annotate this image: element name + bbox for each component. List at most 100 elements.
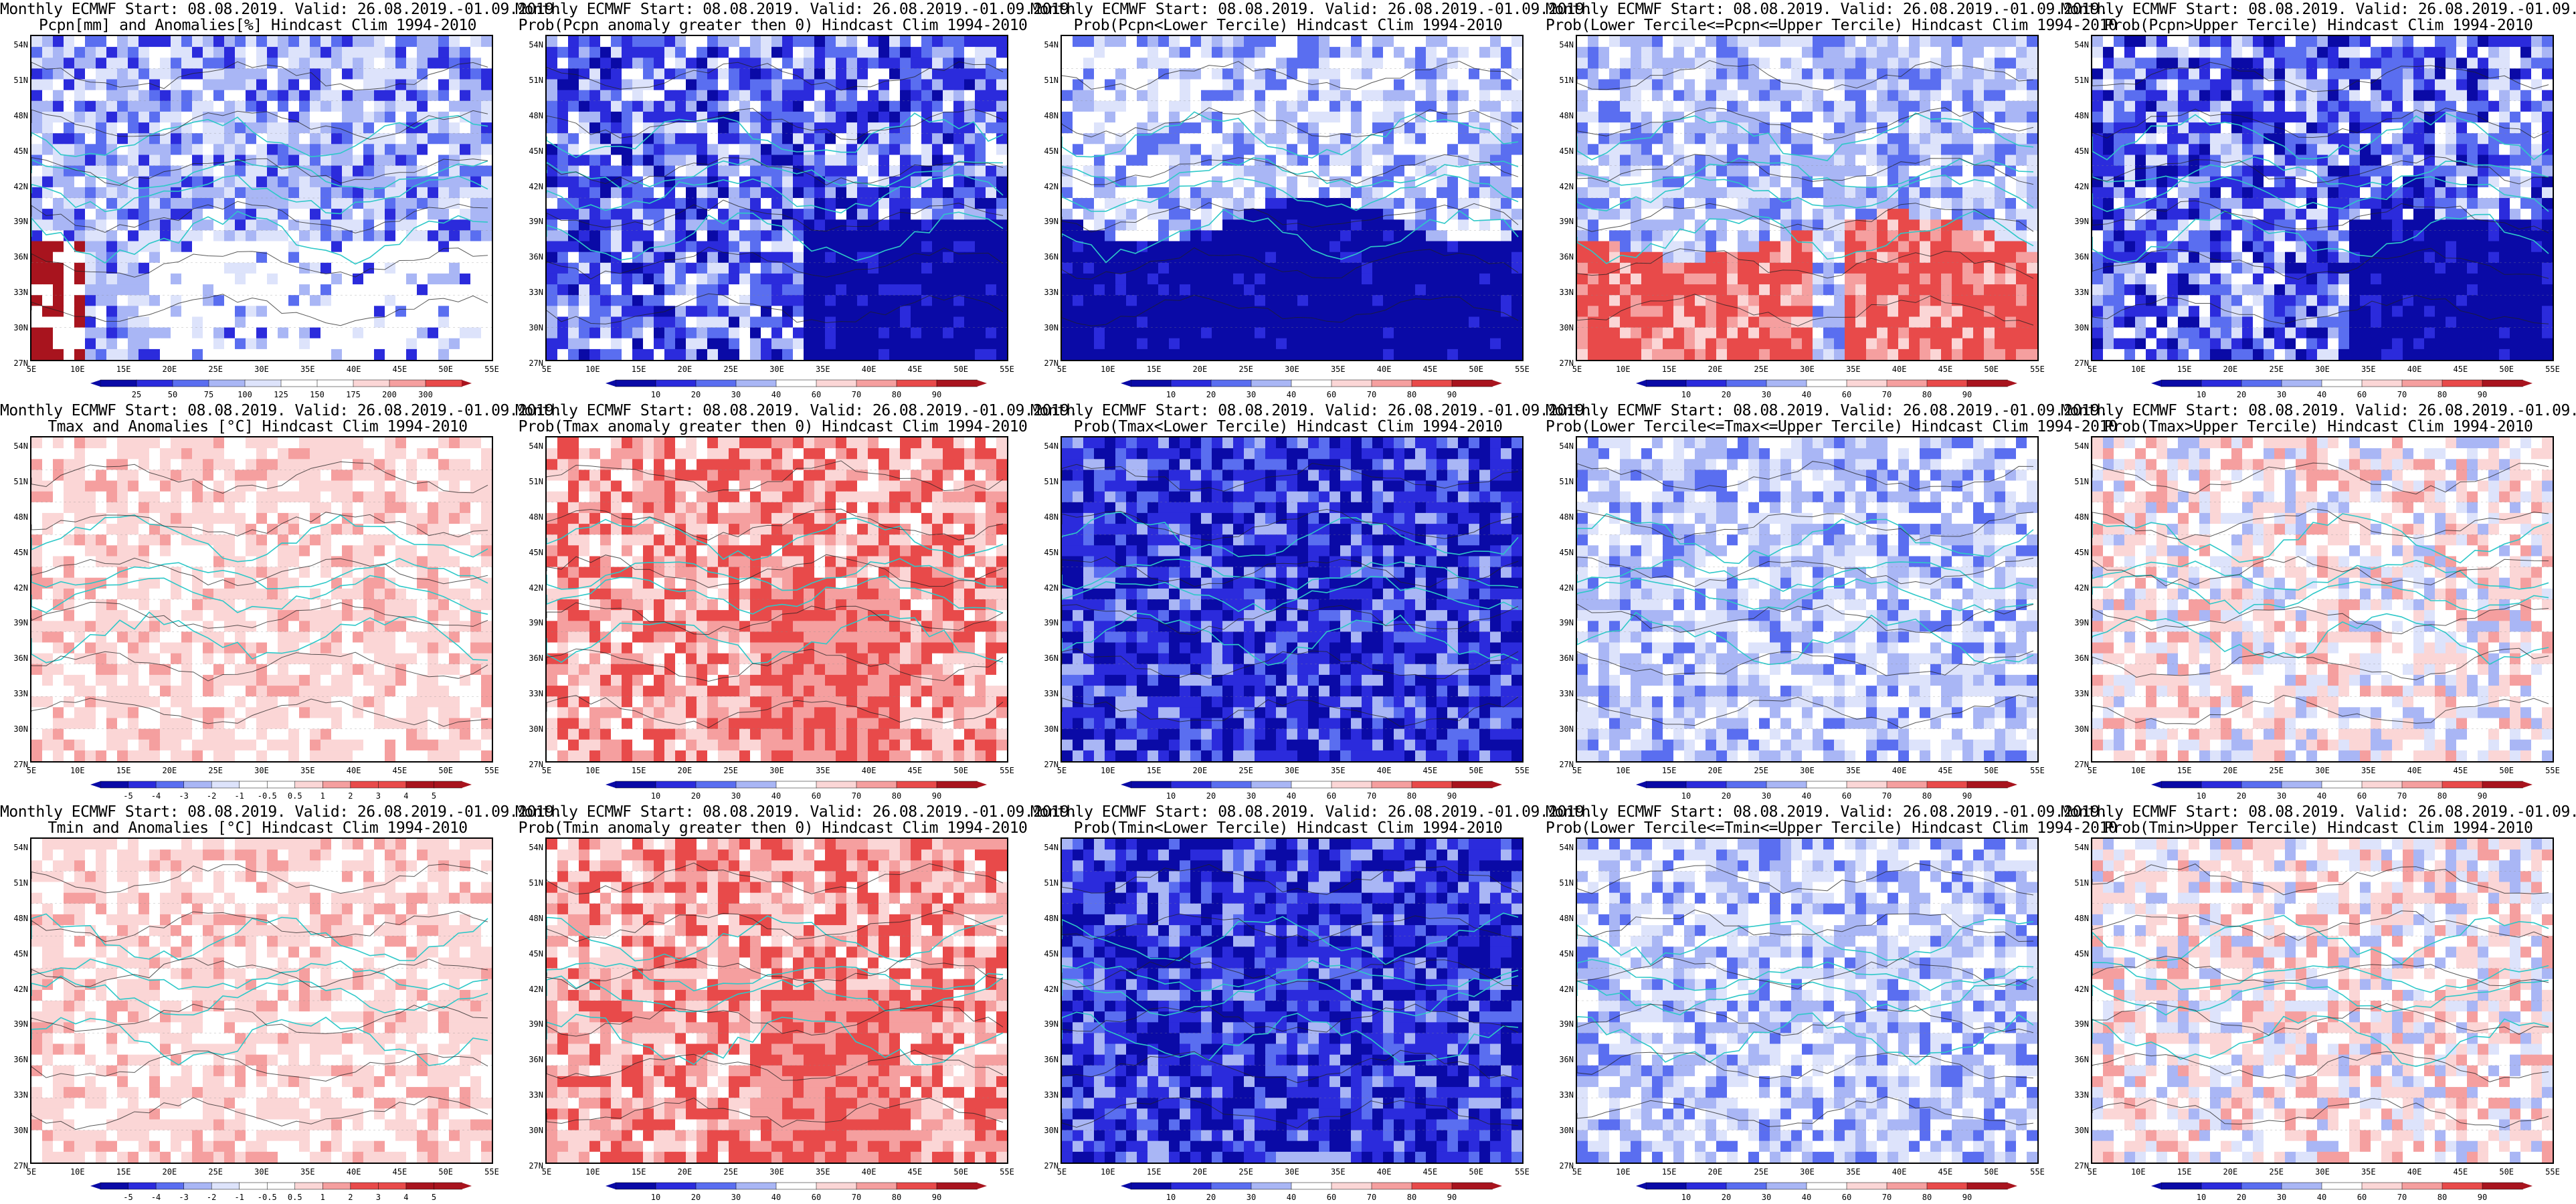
lat-label: 54N	[1036, 40, 1059, 49]
field-cell	[943, 262, 954, 274]
field-cell	[718, 262, 729, 274]
field-cell	[857, 111, 868, 123]
field-cell	[213, 327, 225, 339]
field-cell	[1201, 241, 1212, 253]
field-cell	[953, 187, 965, 199]
lon-label: 35E	[294, 365, 321, 374]
field-cell	[1652, 262, 1663, 274]
field-cell	[1663, 209, 1674, 220]
field-cell	[1222, 273, 1234, 285]
field-cell	[235, 68, 246, 80]
field-cell	[1501, 58, 1512, 69]
field-cell	[911, 176, 922, 188]
field-cell	[1383, 187, 1394, 199]
field-cell	[1415, 79, 1427, 91]
field-cell	[203, 122, 214, 134]
field-cell	[654, 144, 665, 155]
field-cell	[579, 230, 590, 242]
field-cell	[1995, 122, 2006, 134]
field-cell	[761, 209, 772, 220]
field-cell	[1511, 241, 1522, 253]
field-cell	[149, 176, 161, 188]
field-cell	[1641, 58, 1653, 69]
field-cell	[1147, 262, 1159, 274]
field-cell	[1329, 122, 1341, 134]
field-cell	[181, 144, 193, 155]
field-cell	[707, 262, 719, 274]
field-cell	[1265, 165, 1277, 177]
lat-label: 30N	[521, 323, 543, 332]
field-cell	[1372, 122, 1384, 134]
field-cell	[1684, 100, 1695, 112]
field-cell	[395, 273, 407, 285]
field-cell	[836, 187, 847, 199]
field-cell	[900, 348, 911, 360]
field-cell	[1791, 58, 1803, 69]
field-cell	[782, 327, 794, 339]
field-cell	[203, 68, 214, 80]
field-cell	[1716, 144, 1728, 155]
field-cell	[53, 133, 64, 144]
field-cell	[579, 316, 590, 328]
field-cell	[750, 241, 761, 253]
field-cell	[1813, 165, 1824, 177]
field-cell	[1770, 155, 1781, 167]
field-cell	[1823, 36, 1835, 47]
field-cell	[1340, 348, 1352, 360]
field-cell	[460, 100, 471, 112]
field-cell	[771, 230, 783, 242]
field-cell	[1748, 198, 1760, 209]
field-cell	[1201, 100, 1212, 112]
field-cell	[1255, 327, 1266, 339]
field-cell	[213, 284, 225, 296]
field-cell	[975, 122, 986, 134]
field-cell	[74, 230, 86, 242]
field-cell	[278, 47, 289, 58]
field-cell	[246, 198, 257, 209]
field-cell	[353, 295, 364, 306]
field-cell	[1222, 100, 1234, 112]
field-cell	[879, 306, 890, 317]
field-cell	[1222, 284, 1234, 296]
field-cell	[889, 100, 901, 112]
field-cell	[363, 58, 375, 69]
field-cell	[1962, 198, 1974, 209]
field-cell	[1351, 284, 1362, 296]
field-cell	[1511, 338, 1522, 350]
field-cell	[1180, 295, 1191, 306]
field-cell	[128, 79, 139, 91]
colorbar-label: 10	[642, 390, 669, 399]
field-cell	[1962, 68, 1974, 80]
field-cell	[750, 187, 761, 199]
field-cell	[707, 209, 719, 220]
field-cell	[235, 219, 246, 231]
field-cell	[106, 47, 118, 58]
field-cell	[975, 262, 986, 274]
field-cell	[654, 306, 665, 317]
field-cell	[1501, 122, 1512, 134]
field-cell	[1952, 176, 1963, 188]
field-cell	[1458, 100, 1469, 112]
field-cell	[1577, 144, 1588, 155]
field-cell	[1663, 36, 1674, 47]
field-cell	[1952, 90, 1963, 102]
field-cell	[996, 348, 1007, 360]
field-cell	[1479, 111, 1491, 123]
field-cell	[1180, 348, 1191, 360]
field-cell	[1770, 58, 1781, 69]
field-cell	[836, 230, 847, 242]
field-cell	[342, 47, 353, 58]
field-cell	[267, 306, 278, 317]
field-cell	[1791, 262, 1803, 274]
field-cell	[964, 36, 976, 47]
field-cell	[686, 338, 697, 350]
field-cell	[1062, 176, 1073, 188]
field-cell	[1909, 252, 1920, 264]
field-cell	[611, 111, 622, 123]
field-cell	[707, 284, 719, 296]
field-cell	[943, 122, 954, 134]
field-cell	[986, 306, 997, 317]
field-cell	[1490, 144, 1501, 155]
field-cell	[1598, 90, 1610, 102]
field-cell	[964, 111, 976, 123]
